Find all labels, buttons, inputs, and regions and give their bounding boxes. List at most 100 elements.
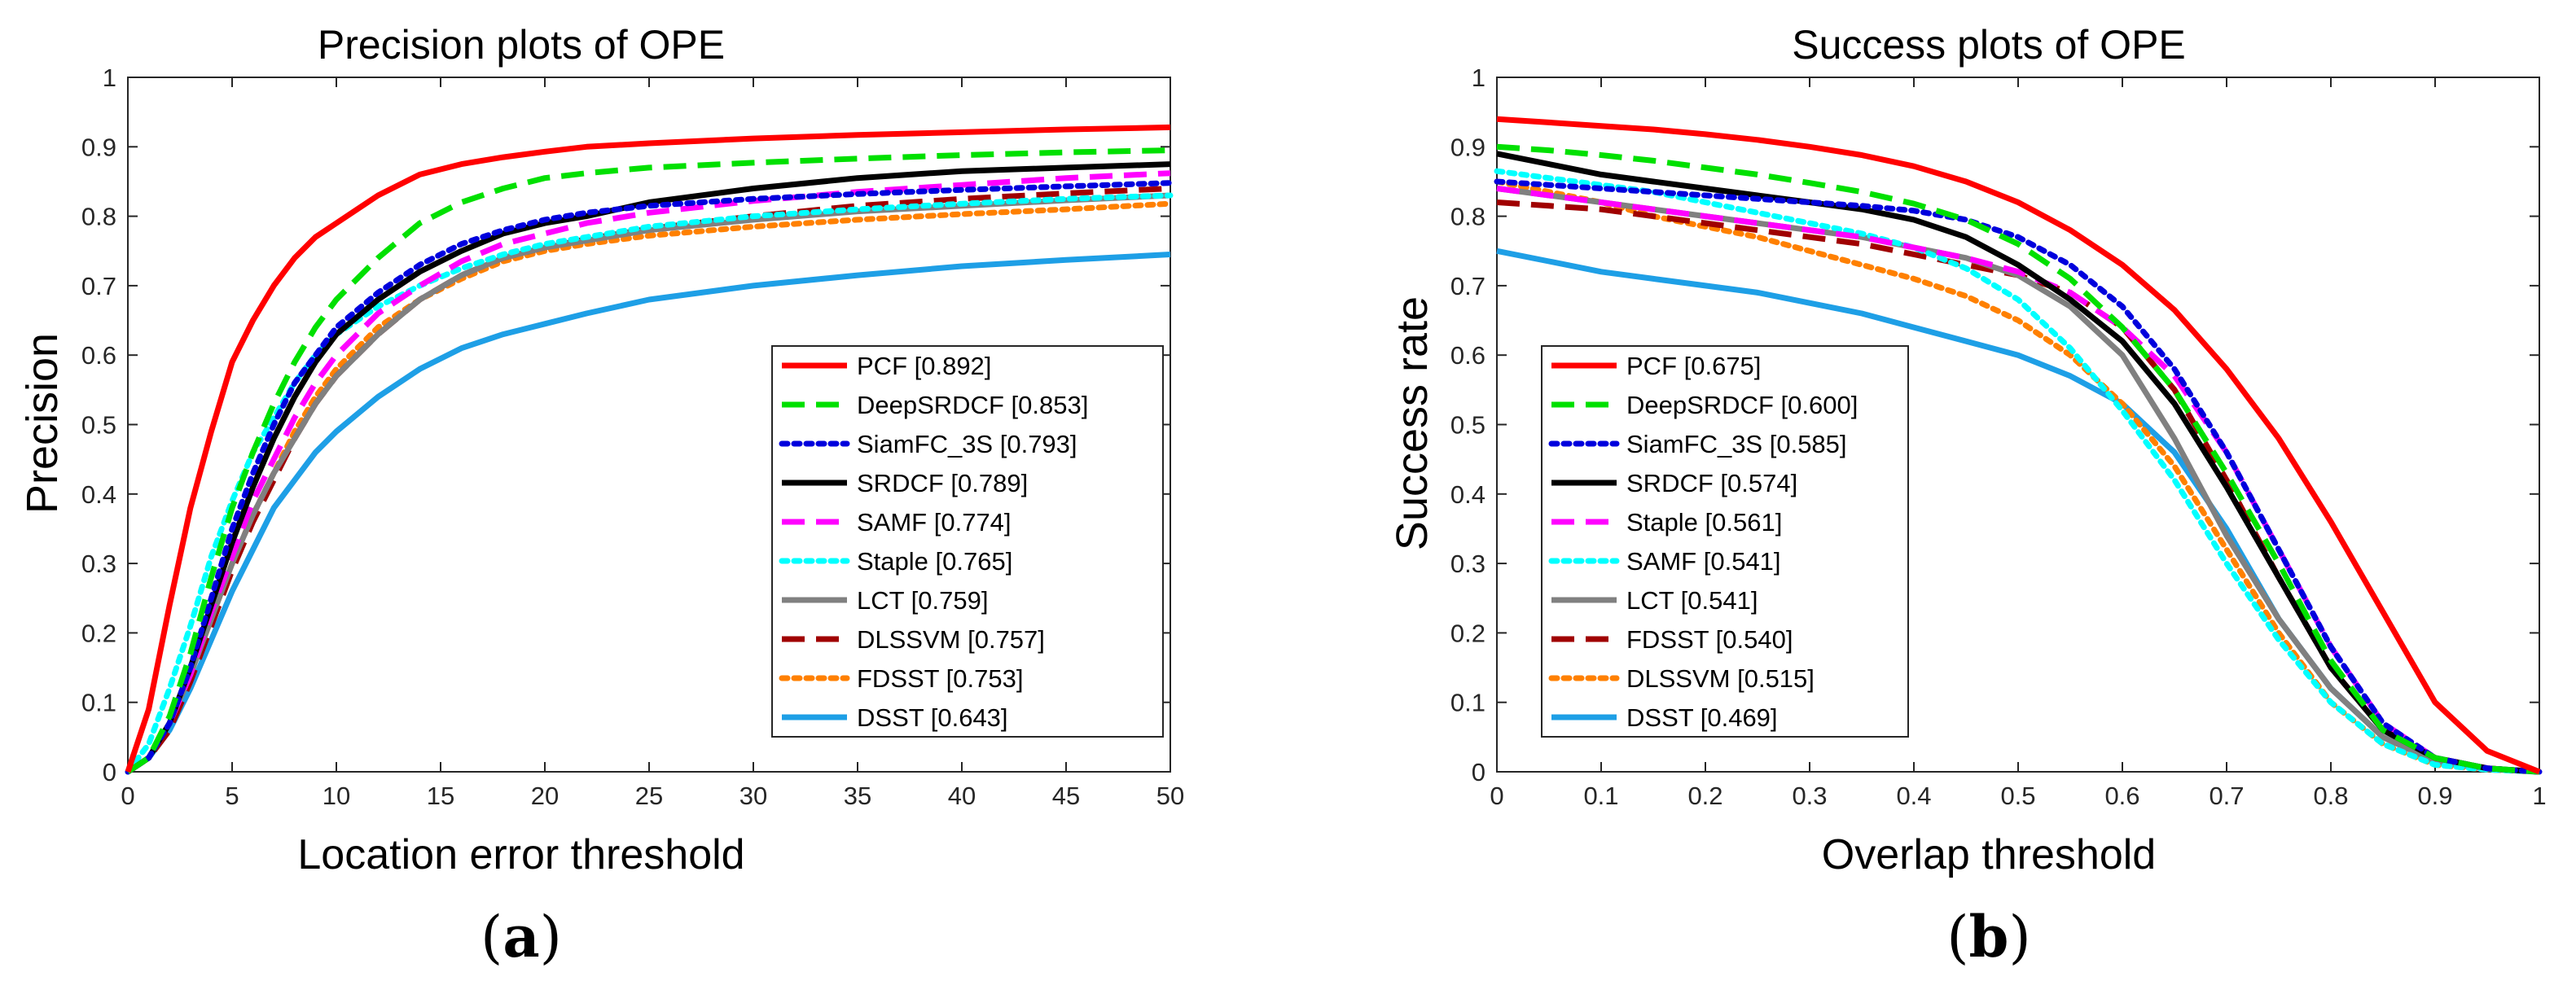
y-tick-label: 0.1 [81,689,116,717]
legend-entry: FDSST [0.753] [857,664,1023,693]
legend-series-score: [0.774] [927,508,1011,537]
legend-series-score: [0.574] [1714,469,1797,497]
legend-series-name: DSST [1626,703,1694,732]
legend-series-name: FDSST [1626,625,1709,654]
y-axis-label: Precision [18,333,67,514]
x-axis-label: Overlap threshold [1822,831,2156,878]
legend-entry: DeepSRDCF [0.853] [857,391,1088,419]
legend-entry: SAMF [0.541] [1626,547,1781,576]
y-tick-label: 0.9 [1450,133,1485,161]
x-tick-label: 0.8 [2313,782,2348,810]
legend-entry: DLSSVM [0.515] [1626,664,1815,693]
legend-entry: SiamFC_3S [0.793] [857,430,1077,458]
precision-plot-panel: 0 5 10 15 20 25 30 35 40 45 50 0 0.1 0.2 0.3 0.4 0.5 0.6 0… [18,22,1184,970]
legend-series-score: [0.561] [1698,508,1782,537]
chart-title: Success plots of OPE [1792,22,2186,68]
y-tick-label: 0 [103,758,116,786]
legend: PCF [0.675] DeepSRDCF [0.600] SiamFC_3S [0… [1541,345,1909,738]
legend-entry: DSST [0.469] [1626,703,1778,732]
y-tick-label: 0.7 [1450,272,1485,300]
x-tick-label: 45 [1052,782,1080,810]
legend-series-score: [0.793] [993,430,1077,458]
y-tick-label: 0.1 [1450,689,1485,717]
legend-series-score: [0.585] [1762,430,1846,458]
legend-entry: PCF [0.675] [1626,352,1761,380]
legend-entry: DeepSRDCF [0.600] [1626,391,1858,419]
legend-series-score: [0.600] [1774,391,1858,419]
legend-series-score: [0.757] [960,625,1044,654]
series-line-dsst [126,252,1171,774]
legend-series-score: [0.540] [1709,625,1793,654]
legend-series-name: SRDCF [857,469,944,497]
x-tick-label: 20 [531,782,559,810]
x-tick-label: 0.5 [2000,782,2035,810]
legend-entry: SRDCF [0.574] [1626,469,1797,497]
legend-entry: LCT [0.759] [857,586,988,615]
panel-label: (a) [481,903,562,970]
legend-series-name: LCT [1626,586,1674,615]
y-tick-label: 0.2 [1450,619,1485,647]
series-layer [125,124,1174,775]
x-tick-label: 30 [739,782,767,810]
series-line-srdcf [1496,151,2540,775]
x-tick-label: 15 [427,782,454,810]
legend-box [1541,345,1909,738]
y-tick-label: 0.9 [81,133,116,161]
legend-entry: DSST [0.643] [857,703,1008,732]
y-tick-label: 1 [103,64,116,92]
legend-entry: LCT [0.541] [1626,586,1758,615]
y-tick-label: 0.4 [1450,480,1485,509]
y-tick-label: 0.4 [81,480,116,509]
legend-series-name: DeepSRDCF [1626,391,1774,419]
y-tick-label: 0 [1472,758,1485,786]
legend-series-name: DLSSVM [857,625,960,654]
y-tick-label: 0.3 [81,550,116,578]
y-tick-label: 0.8 [1450,203,1485,231]
legend-entry: FDSST [0.540] [1626,625,1793,654]
legend-entry: DLSSVM [0.757] [857,625,1045,654]
x-tick-label: 1 [2532,782,2546,810]
y-tick-label: 0.5 [1450,411,1485,440]
legend-series-name: SAMF [857,508,927,537]
x-tick-label: 5 [225,782,239,810]
series-line-deepsrdcf [1496,143,2540,775]
legend-series-name: DSST [857,703,924,732]
y-tick-label: 0.2 [81,619,116,647]
y-tick-label: 0.3 [1450,550,1485,578]
legend-series-score: [0.892] [907,352,991,380]
legend-series-score: [0.515] [1730,664,1814,693]
y-tick-label: 0.6 [1450,341,1485,370]
legend-series-name: SRDCF [1626,469,1714,497]
legend-entry: PCF [0.892] [857,352,991,380]
x-tick-label: 10 [323,782,350,810]
x-tick-label: 0.9 [2417,782,2452,810]
panel-label: (b) [1946,903,2031,970]
x-tick-label: 25 [635,782,663,810]
success-plot-panel: 0 0.1 0.2 0.3 0.4 0.5 0.6 0.7 0.8 0.9 1 0 0.1 0.2 0.3 0… [1388,22,2547,970]
legend-series-score: [0.853] [1004,391,1088,419]
x-tick-label: 0.4 [1896,782,1931,810]
legend-series-name: SiamFC_3S [1626,430,1762,458]
legend-series-score: [0.789] [944,469,1028,497]
legend-series-name: SiamFC_3S [857,430,993,458]
x-tick-label: 40 [948,782,976,810]
x-tick-label: 0 [121,782,134,810]
x-tick-label: 0.2 [1687,782,1722,810]
series-layer [1494,116,2543,775]
legend-series-name: LCT [857,586,905,615]
legend-series-name: PCF [1626,352,1677,380]
legend-series-name: DLSSVM [1626,664,1730,693]
series-line-pcf [1496,116,2541,775]
x-tick-label: 0.7 [2209,782,2244,810]
y-axis-label: Success rate [1388,296,1437,550]
series-line-staple [125,192,1174,775]
panel-letter: a [502,903,539,970]
legend-series-name: FDSST [857,664,940,693]
legend-series-score: [0.469] [1693,703,1777,732]
legend-series-name: Staple [1626,508,1698,537]
legend-series-score: [0.541] [1696,547,1780,576]
legend-series-name: Staple [857,547,928,576]
x-tick-label: 0.1 [1583,782,1618,810]
legend-series-score: [0.753] [939,664,1023,693]
